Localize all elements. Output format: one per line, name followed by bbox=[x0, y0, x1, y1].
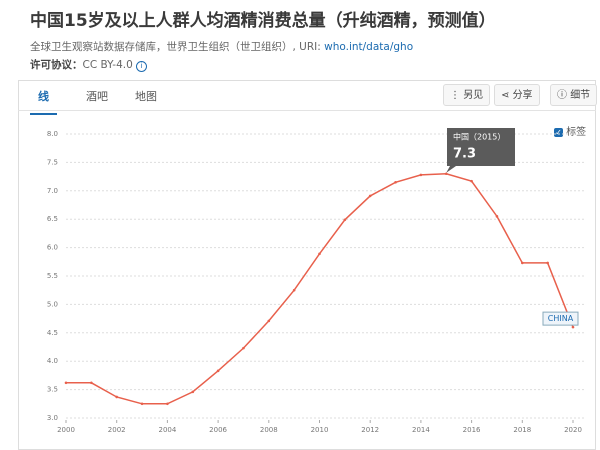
button[interactable]: ⋖ 分享 bbox=[494, 84, 540, 106]
toggle-label: 标签 bbox=[566, 127, 587, 138]
y-tick-label: 4.5 bbox=[47, 329, 58, 337]
point bbox=[191, 390, 195, 394]
point bbox=[571, 325, 575, 329]
y-tick-label: 6.0 bbox=[47, 244, 58, 252]
tooltip-title: 中国（2015） bbox=[453, 132, 505, 142]
tab[interactable]: 地图 bbox=[135, 90, 157, 103]
x-tick-label: 2010 bbox=[311, 426, 329, 434]
source: 全球卫生观察站数据存储库，世界卫生组织（世卫组织）, URI: who.int/… bbox=[30, 39, 413, 54]
source-text: 全球卫生观察站数据存储库，世界卫生组织（世卫组织）, URI: bbox=[30, 41, 321, 53]
y-tick-label: 6.5 bbox=[47, 215, 58, 223]
point bbox=[267, 319, 271, 323]
point bbox=[318, 252, 321, 256]
x-tick-label: 2020 bbox=[564, 426, 582, 434]
point bbox=[495, 215, 499, 218]
point bbox=[419, 173, 423, 177]
y-tick-label: 5.5 bbox=[47, 272, 58, 280]
point bbox=[242, 346, 245, 350]
y-tick-label: 7.5 bbox=[47, 158, 58, 166]
y-tick-label: 5.0 bbox=[47, 300, 58, 308]
point bbox=[90, 381, 93, 385]
tooltip-value: 7.3 bbox=[453, 147, 476, 162]
x-tick-label: 2018 bbox=[513, 426, 531, 434]
y-tick-label: 4.0 bbox=[47, 357, 58, 365]
tooltip-box bbox=[446, 128, 515, 173]
x-tick-label: 2004 bbox=[158, 426, 176, 434]
title: 中国15岁及以上人群人均酒精消费总量（升纯酒精，预测值） bbox=[30, 11, 496, 31]
x-tick-label: 2002 bbox=[108, 426, 126, 434]
button[interactable]: ⓘ 细节 bbox=[550, 84, 598, 106]
x-tick-label: 2000 bbox=[57, 426, 75, 434]
x-tick-label: 2016 bbox=[463, 426, 481, 434]
point bbox=[115, 395, 118, 399]
y-tick-label: 3.0 bbox=[47, 414, 58, 422]
x-tick-label: 2012 bbox=[361, 426, 379, 434]
end-label-text: CHINA bbox=[548, 314, 574, 323]
point bbox=[292, 288, 296, 292]
line bbox=[66, 173, 574, 405]
tab[interactable]: 酒吧 bbox=[86, 90, 108, 103]
tab-divider bbox=[18, 110, 596, 111]
point bbox=[216, 369, 220, 373]
button-label: 分享 bbox=[512, 90, 533, 101]
point bbox=[394, 180, 397, 184]
license-text: CC BY-4.0 bbox=[82, 59, 133, 71]
point bbox=[343, 218, 347, 222]
license-label: 许可协议： bbox=[30, 59, 83, 71]
x-tick-label: 2008 bbox=[260, 426, 278, 434]
end-label-box bbox=[542, 311, 579, 326]
point bbox=[444, 172, 448, 176]
x-tick-label: 2014 bbox=[412, 426, 430, 434]
end-label: CHINA bbox=[542, 311, 579, 326]
source-link[interactable]: who.int/data/gho bbox=[324, 41, 414, 53]
x-tick-label: 2006 bbox=[209, 426, 227, 434]
button-label: 另见 bbox=[463, 90, 484, 101]
point bbox=[64, 381, 68, 385]
button[interactable]: ⋮ 另见 bbox=[443, 84, 491, 106]
point bbox=[521, 261, 524, 265]
button-label: 细节 bbox=[570, 90, 591, 101]
checkbox[interactable]: ✓ bbox=[554, 127, 563, 137]
point bbox=[140, 402, 144, 406]
y-tick-label: 8.0 bbox=[47, 130, 58, 138]
labels-toggle[interactable]: ✓ 标签 bbox=[554, 123, 586, 138]
point bbox=[546, 261, 549, 265]
point bbox=[368, 194, 372, 198]
info-icon[interactable]: i bbox=[136, 61, 148, 72]
tab[interactable]: 线 bbox=[30, 88, 57, 115]
point bbox=[470, 179, 473, 183]
y-tick-label: 3.5 bbox=[47, 386, 58, 394]
license: 许可协议：CC BY-4.0 i bbox=[30, 57, 148, 72]
y-tick-label: 7.0 bbox=[47, 187, 58, 195]
point bbox=[166, 402, 169, 406]
